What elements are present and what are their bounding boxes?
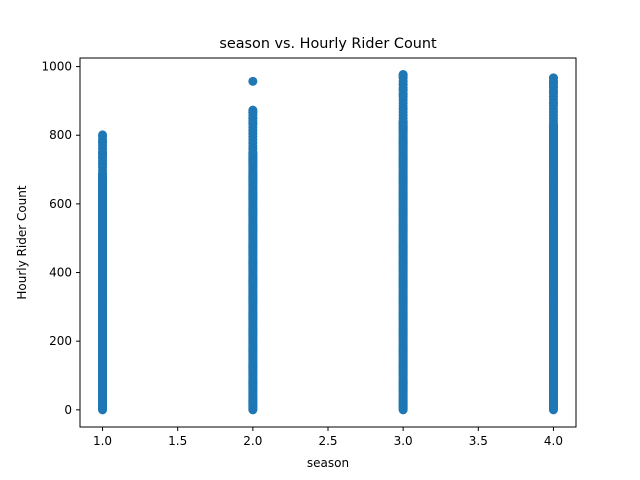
y-axis-label: Hourly Rider Count [15, 185, 29, 300]
x-tick-label: 1.0 [93, 434, 112, 448]
data-point [398, 72, 408, 82]
x-axis-ticks: 1.0 1.5 2.0 2.5 3.0 3.5 4.0 [93, 427, 563, 448]
season-column [398, 69, 408, 415]
data-point [548, 98, 558, 108]
x-tick-label: 3.0 [394, 434, 413, 448]
y-axis-ticks: 0 200 400 600 800 1000 [41, 60, 80, 417]
y-tick-label: 1000 [41, 60, 72, 74]
x-tick-label: 1.5 [168, 434, 187, 448]
y-tick-label: 200 [49, 334, 72, 348]
data-point [398, 90, 408, 100]
y-tick-label: 400 [49, 266, 72, 280]
season-column [98, 130, 108, 415]
chart-title: season vs. Hourly Rider Count [219, 36, 437, 52]
x-tick-label: 2.5 [318, 434, 337, 448]
data-point [98, 130, 108, 140]
y-tick-label: 600 [49, 197, 72, 211]
data-point [248, 118, 258, 128]
data-point [98, 158, 108, 168]
season-column [548, 73, 558, 415]
x-tick-label: 3.5 [469, 434, 488, 448]
x-tick-label: 4.0 [544, 434, 563, 448]
data-point [548, 87, 558, 97]
y-tick-label: 800 [49, 128, 72, 142]
data-point [248, 76, 258, 86]
x-tick-label: 2.0 [243, 434, 262, 448]
x-axis-label: season [307, 456, 349, 470]
season-column [248, 76, 258, 415]
data-point [98, 137, 108, 147]
data-points [98, 69, 558, 415]
y-tick-label: 0 [64, 403, 72, 417]
